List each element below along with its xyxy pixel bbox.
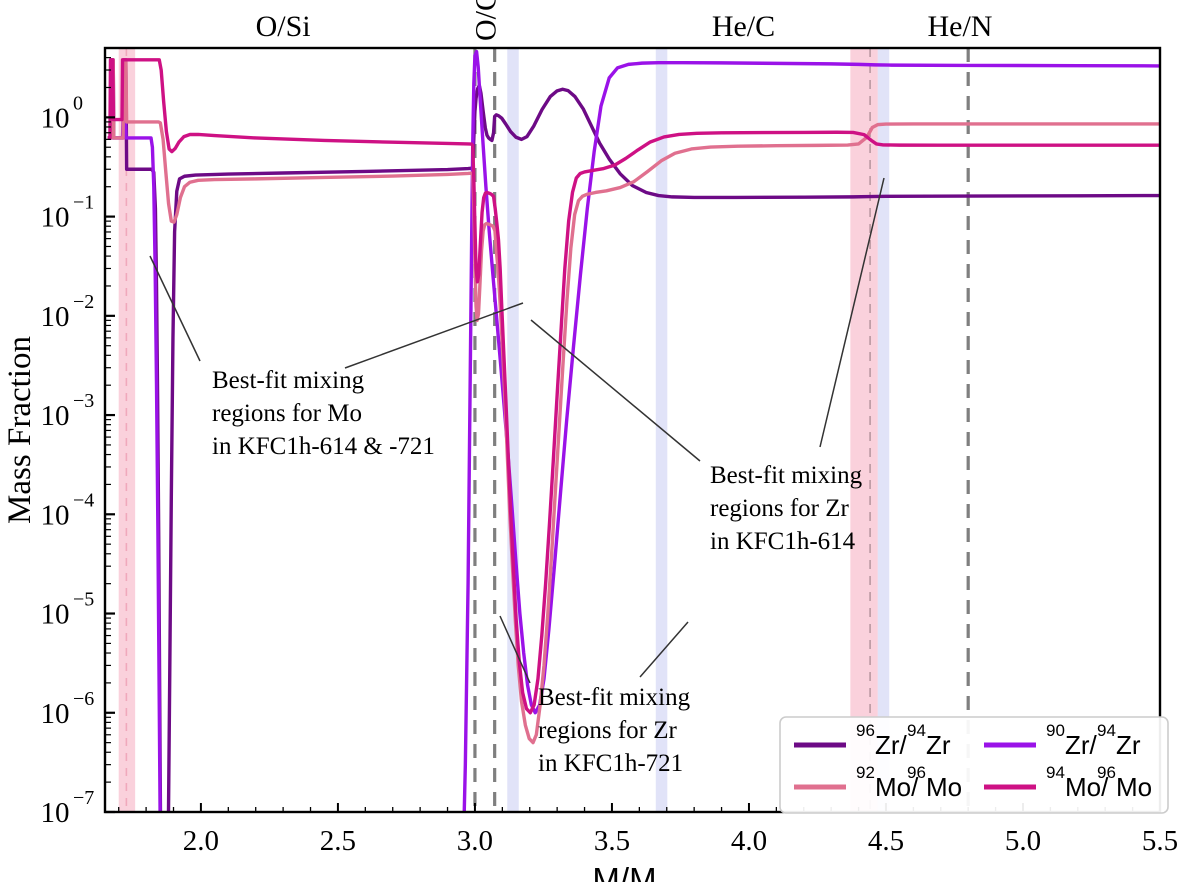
legend-94mo-96mo-label: Mo/ xyxy=(1065,772,1109,802)
legend-92mo-96mo[interactable]: 92 Mo/96 Mo xyxy=(794,763,962,802)
zone-label-group: O/Si O/C He/C He/N xyxy=(256,0,993,43)
svg-text:−5: −5 xyxy=(73,589,94,611)
svg-text:−7: −7 xyxy=(73,787,94,809)
svg-text:10: 10 xyxy=(41,301,70,333)
legend-90zr-94zr-label: 90 xyxy=(1046,721,1065,740)
annotation-zr-721-line: regions for Zr xyxy=(538,717,678,744)
x-axis-title: M/M ⊙ xyxy=(592,861,679,882)
y-axis-title: Mass Fraction xyxy=(2,336,38,524)
zone-he-c: He/C xyxy=(712,10,775,43)
y-tick-label: 10 −7 xyxy=(41,787,95,829)
legend-92mo-96mo-label: Mo/ xyxy=(875,772,919,802)
annotation-mo-leader xyxy=(149,255,201,362)
svg-text:10: 10 xyxy=(41,698,70,730)
series-line-94mo-96mo xyxy=(107,58,1160,715)
legend-96zr-94zr-label: Zr xyxy=(926,730,951,760)
zr-721-band xyxy=(507,48,519,812)
legend-94mo-96mo-label: 94 xyxy=(1046,763,1065,782)
legend-94mo-96mo-label: 96 xyxy=(1097,763,1116,782)
x-tick-label: 4.0 xyxy=(731,825,767,857)
x-tick-label: 3.0 xyxy=(457,825,493,857)
annotation-zr-614-line: Best-fit mixing xyxy=(710,462,863,489)
legend-90zr-94zr-label: 94 xyxy=(1097,721,1116,740)
x-tick-label: 2.5 xyxy=(320,825,356,857)
mo-band-2 xyxy=(850,48,878,812)
legend-94mo-96mo-label: Mo xyxy=(1116,772,1152,802)
zr-band-right xyxy=(877,48,890,812)
legend-90zr-94zr-label: Zr xyxy=(1116,730,1141,760)
svg-text:−4: −4 xyxy=(73,489,94,511)
y-tick-label: 10 −2 xyxy=(41,291,95,333)
svg-text:10: 10 xyxy=(41,400,70,432)
legend-92mo-96mo-label: Mo xyxy=(926,772,962,802)
legend-94mo-96mo[interactable]: 94 Mo/96 Mo xyxy=(984,763,1152,802)
svg-text:10: 10 xyxy=(41,202,70,234)
legend-96zr-94zr-label: 94 xyxy=(907,721,926,740)
y-tick-label: 10 −1 xyxy=(41,192,95,234)
svg-text:10: 10 xyxy=(41,102,70,134)
annotation-zr-614-line: regions for Zr xyxy=(710,495,850,522)
annotation-group: Best-fit mixing regions for Mo in KFC1h-61… xyxy=(149,177,885,777)
legend-96zr-94zr-label: Zr/ xyxy=(875,730,908,760)
zone-he-n: He/N xyxy=(927,10,992,43)
x-tick-label: 5.0 xyxy=(1005,825,1041,857)
legend-90zr-94zr-label: Zr/ xyxy=(1065,730,1098,760)
svg-text:−3: −3 xyxy=(73,390,94,412)
svg-text:10: 10 xyxy=(41,797,70,829)
series-line-92mo-96mo xyxy=(107,58,1160,745)
legend-90zr-94zr[interactable]: 90 Zr/94 Zr xyxy=(984,721,1141,760)
legend-96zr-94zr[interactable]: 96 Zr/94 Zr xyxy=(794,721,951,760)
annotation-zr-721-leader xyxy=(639,621,689,678)
data-series-group xyxy=(107,49,1160,812)
svg-text:M/M: M/M xyxy=(592,861,656,882)
y-tick-label: 10 −5 xyxy=(41,589,95,631)
legend-92mo-96mo-label: 96 xyxy=(907,763,926,782)
svg-text:−2: −2 xyxy=(73,291,94,313)
legend-96zr-94zr-label: 96 xyxy=(856,721,875,740)
series-line-90zr-94zr xyxy=(107,49,1160,812)
y-tick-label: 10 −3 xyxy=(41,390,95,432)
x-tick-label: 2.0 xyxy=(183,825,219,857)
annotation-zr-721-leader xyxy=(499,615,531,684)
annotation-mo-leader xyxy=(344,302,524,369)
svg-text:0: 0 xyxy=(73,92,83,114)
legend-box xyxy=(779,716,1169,814)
axis-group xyxy=(103,46,1162,814)
annotation-zr-614-leader xyxy=(530,319,701,462)
svg-text:10: 10 xyxy=(41,499,70,531)
annotation-mo-line: Best-fit mixing xyxy=(212,367,365,394)
y-tick-label: 10 −4 xyxy=(41,489,95,531)
annotation-zr-721-line: in KFC1h-721 xyxy=(538,750,683,777)
shaded-band-group xyxy=(118,48,890,812)
zr-614-band xyxy=(655,48,668,812)
annotation-zr-614-line: in KFC1h-614 xyxy=(710,528,856,555)
axis-title-group: Mass Fraction M/M ⊙ xyxy=(2,336,680,882)
tick-label-group: 2.0 2.5 3.0 3.5 4.0 4.5 5.0 5.510 010 −110 −210 −31… xyxy=(41,92,1179,857)
svg-text:−1: −1 xyxy=(73,192,94,214)
annotation-mo-line: in KFC1h-614 & -721 xyxy=(212,433,435,460)
annotation-mo-line: regions for Mo xyxy=(212,400,362,427)
svg-text:−6: −6 xyxy=(73,688,94,710)
x-tick-label: 4.5 xyxy=(868,825,904,857)
annotation-zr-614-leader xyxy=(819,177,885,448)
y-tick-label: 10 −6 xyxy=(41,688,95,730)
svg-text:10: 10 xyxy=(41,599,70,631)
x-tick-label: 5.5 xyxy=(1142,825,1178,857)
svg-text:⊙: ⊙ xyxy=(661,878,679,882)
annotation-zr-721-line: Best-fit mixing xyxy=(538,684,691,711)
legend-92mo-96mo-label: 92 xyxy=(856,763,875,782)
zone-o-si: O/Si xyxy=(256,10,311,43)
y-tick-label: 10 0 xyxy=(41,92,84,134)
x-tick-label: 3.5 xyxy=(594,825,630,857)
zone-o-c: O/C xyxy=(470,0,503,41)
